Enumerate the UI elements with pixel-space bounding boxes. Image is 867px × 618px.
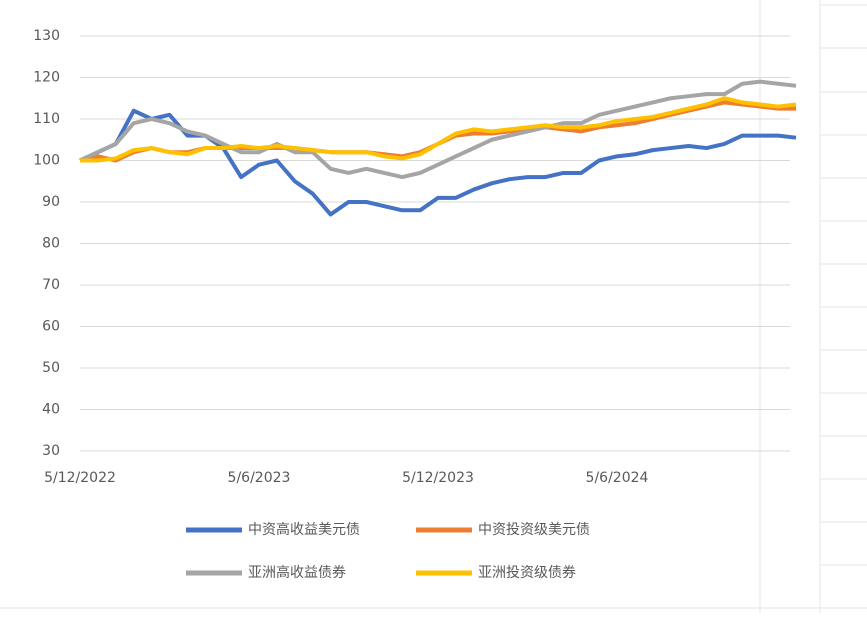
legend-label: 中资高收益美元债 — [248, 521, 360, 538]
y-tick-label: 110 — [33, 111, 60, 127]
y-tick-label: 30 — [42, 443, 60, 459]
legend-label: 亚洲投资级债券 — [478, 565, 576, 581]
series-line — [79, 79, 797, 180]
y-tick-label: 60 — [42, 319, 60, 335]
y-tick-label: 70 — [42, 277, 60, 293]
series-line — [80, 96, 797, 163]
x-tick-label: 5/6/2024 — [586, 470, 649, 486]
y-tick-label: 130 — [33, 28, 60, 44]
x-tick-label: 5/12/2022 — [44, 470, 116, 486]
y-tick-label: 90 — [42, 194, 60, 210]
legend-label: 亚洲高收益债券 — [248, 564, 346, 581]
legend-label: 中资投资级美元债 — [478, 522, 590, 538]
y-tick-label: 100 — [33, 153, 60, 169]
x-tick-label: 5/12/2023 — [402, 470, 474, 486]
y-tick-label: 120 — [33, 70, 60, 86]
y-tick-label: 50 — [42, 360, 60, 376]
y-tick-label: 80 — [42, 236, 60, 252]
y-tick-label: 40 — [42, 402, 60, 418]
x-tick-label: 5/6/2023 — [228, 470, 291, 486]
